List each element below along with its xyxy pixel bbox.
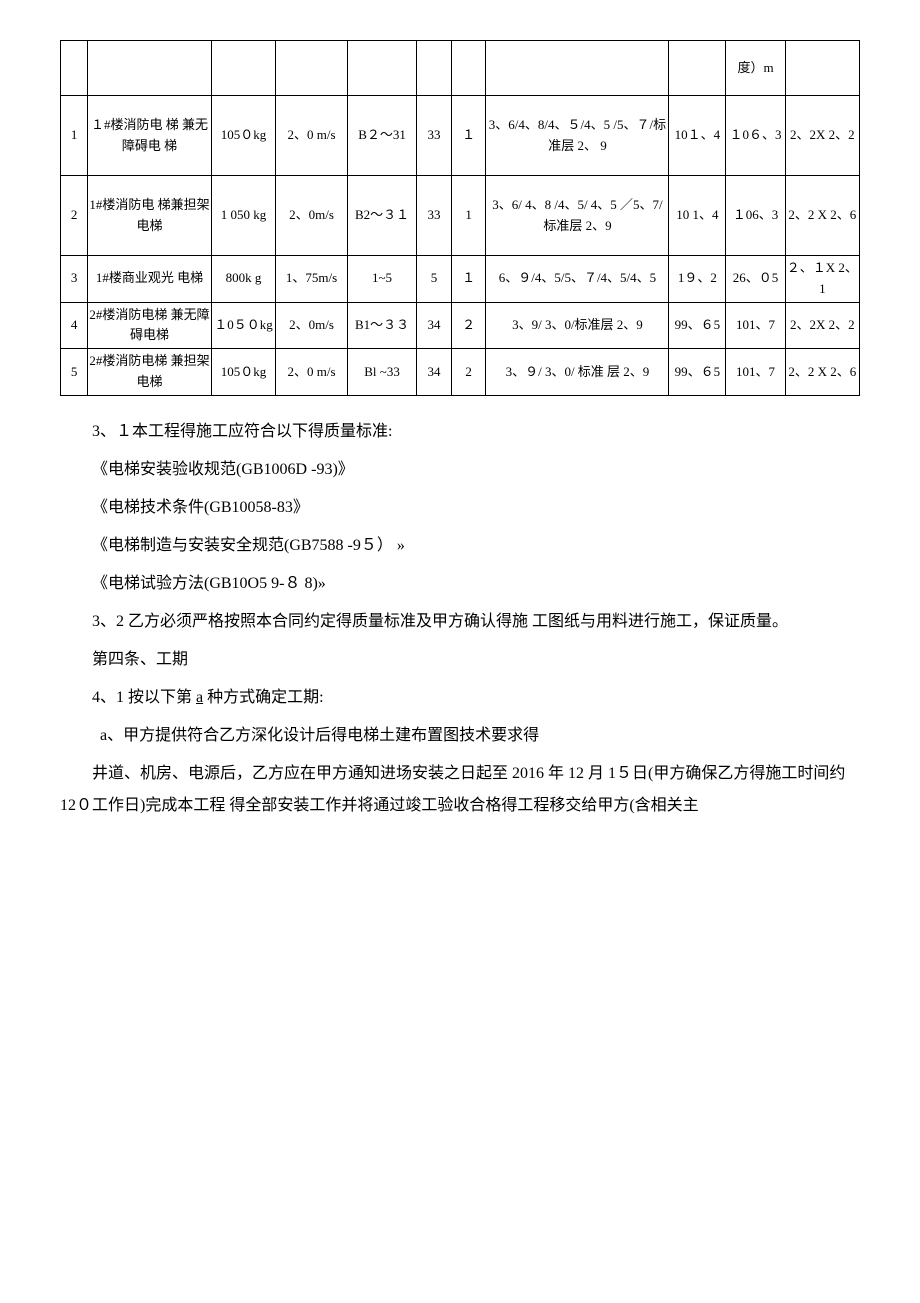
cell-doors: １ bbox=[451, 256, 486, 303]
paragraph-4-1-a: a、甲方提供符合乙方深化设计后得电梯土建布置图技术要求得 bbox=[60, 720, 860, 752]
cell-overhead: 26、０5 bbox=[726, 256, 785, 303]
paragraph-std-2: 《电梯技术条件(GB10058-83》 bbox=[60, 492, 860, 524]
cell-overhead: 101、7 bbox=[726, 349, 785, 396]
cell-shaft: 2、2X 2、2 bbox=[785, 96, 859, 176]
cell-speed: 1、75m/s bbox=[276, 256, 348, 303]
p8-prefix: 4、1 按以下第 bbox=[92, 689, 196, 706]
paragraph-4-1-a-cont: 井道、机房、电源后，乙方应在甲方通知进场安装之日起至 2016 年 12 月 1… bbox=[60, 758, 860, 822]
cell-speed: 2、0 m/s bbox=[276, 349, 348, 396]
cell-floors: B２〜31 bbox=[347, 96, 416, 176]
p8-suffix: 种方式确定工期: bbox=[203, 689, 323, 706]
table-row: 2 1#楼消防电 梯兼担架电梯 1 050 kg 2、0m/s B2〜３１ 33… bbox=[61, 176, 860, 256]
cell-load: 1 050 kg bbox=[211, 176, 275, 256]
header-cell bbox=[669, 41, 726, 96]
cell-stops: 34 bbox=[417, 302, 452, 349]
table-row: 1 １#楼消防电 梯 兼无障碍电 梯 105０kg 2、0 m/s B２〜31 … bbox=[61, 96, 860, 176]
header-cell bbox=[61, 41, 88, 96]
cell-load: 800k g bbox=[211, 256, 275, 303]
header-cell bbox=[347, 41, 416, 96]
cell-travel: 1９、2 bbox=[669, 256, 726, 303]
paragraph-4-1: 4、1 按以下第 a 种方式确定工期: bbox=[60, 682, 860, 714]
header-cell bbox=[486, 41, 669, 96]
cell-travel: 99、６5 bbox=[669, 302, 726, 349]
header-cell bbox=[785, 41, 859, 96]
cell-stops: 33 bbox=[417, 176, 452, 256]
paragraph-3-1: 3、１本工程得施工应符合以下得质量标准: bbox=[60, 416, 860, 448]
header-cell bbox=[417, 41, 452, 96]
cell-doors: ２ bbox=[451, 302, 486, 349]
cell-shaft: ２、１X 2、1 bbox=[785, 256, 859, 303]
cell-speed: 2、0m/s bbox=[276, 176, 348, 256]
header-cell: 度）m bbox=[726, 41, 785, 96]
cell-idx: 5 bbox=[61, 349, 88, 396]
cell-floors: B1〜３３ bbox=[347, 302, 416, 349]
cell-heights: 3、９/ 3、0/ 标准 层 2、9 bbox=[486, 349, 669, 396]
table-row: 4 2#楼消防电梯 兼无障碍电梯 １0５０kg 2、0m/s B1〜３３ 34 … bbox=[61, 302, 860, 349]
cell-heights: 3、6/4、8/4、５/4、5 /5、７/标准层 2、 9 bbox=[486, 96, 669, 176]
cell-doors: 1 bbox=[451, 176, 486, 256]
cell-travel: 10１、4 bbox=[669, 96, 726, 176]
cell-overhead: 101、7 bbox=[726, 302, 785, 349]
header-cell bbox=[276, 41, 348, 96]
cell-name: 2#楼消防电梯 兼无障碍电梯 bbox=[88, 302, 212, 349]
cell-name: １#楼消防电 梯 兼无障碍电 梯 bbox=[88, 96, 212, 176]
cell-stops: 33 bbox=[417, 96, 452, 176]
cell-load: 105０kg bbox=[211, 96, 275, 176]
cell-travel: 99、６5 bbox=[669, 349, 726, 396]
cell-shaft: 2、2X 2、2 bbox=[785, 302, 859, 349]
cell-shaft: 2、2 X 2、6 bbox=[785, 349, 859, 396]
header-cell bbox=[211, 41, 275, 96]
cell-shaft: 2、2 X 2、6 bbox=[785, 176, 859, 256]
cell-heights: 3、9/ 3、0/标准层 2、9 bbox=[486, 302, 669, 349]
cell-floors: 1~5 bbox=[347, 256, 416, 303]
paragraph-article-4: 第四条、工期 bbox=[60, 644, 860, 676]
cell-idx: 2 bbox=[61, 176, 88, 256]
table-header-row: 度）m bbox=[61, 41, 860, 96]
cell-idx: 1 bbox=[61, 96, 88, 176]
cell-name: 1#楼商业观光 电梯 bbox=[88, 256, 212, 303]
cell-stops: 34 bbox=[417, 349, 452, 396]
table-row: 5 2#楼消防电梯 兼担架电梯 105０kg 2、0 m/s Bl ~33 34… bbox=[61, 349, 860, 396]
cell-heights: 3、6/ 4、8 /4、5/ 4、5 ／5、7/标准层 2、9 bbox=[486, 176, 669, 256]
cell-load: １0５０kg bbox=[211, 302, 275, 349]
header-cell bbox=[451, 41, 486, 96]
cell-idx: 4 bbox=[61, 302, 88, 349]
cell-stops: 5 bbox=[417, 256, 452, 303]
cell-floors: Bl ~33 bbox=[347, 349, 416, 396]
cell-speed: 2、0 m/s bbox=[276, 96, 348, 176]
cell-overhead: １0６、3 bbox=[726, 96, 785, 176]
cell-heights: 6、９/4、5/5、７/4、5/4、5 bbox=[486, 256, 669, 303]
cell-name: 2#楼消防电梯 兼担架电梯 bbox=[88, 349, 212, 396]
cell-doors: １ bbox=[451, 96, 486, 176]
cell-doors: 2 bbox=[451, 349, 486, 396]
paragraph-std-4: 《电梯试验方法(GB10O5 9-８ 8)» bbox=[60, 568, 860, 600]
cell-speed: 2、0m/s bbox=[276, 302, 348, 349]
cell-idx: 3 bbox=[61, 256, 88, 303]
document-body: 3、１本工程得施工应符合以下得质量标准: 《电梯安装验收规范(GB1006D -… bbox=[60, 416, 860, 822]
table-row: 3 1#楼商业观光 电梯 800k g 1、75m/s 1~5 5 １ 6、９/… bbox=[61, 256, 860, 303]
paragraph-std-3: 《电梯制造与安装安全规范(GB7588 -9５） » bbox=[60, 530, 860, 562]
cell-load: 105０kg bbox=[211, 349, 275, 396]
paragraph-std-1: 《电梯安装验收规范(GB1006D -93)》 bbox=[60, 454, 860, 486]
cell-floors: B2〜３１ bbox=[347, 176, 416, 256]
cell-name: 1#楼消防电 梯兼担架电梯 bbox=[88, 176, 212, 256]
elevator-spec-table: 度）m 1 １#楼消防电 梯 兼无障碍电 梯 105０kg 2、0 m/s B２… bbox=[60, 40, 860, 396]
cell-travel: 10 1、4 bbox=[669, 176, 726, 256]
header-cell bbox=[88, 41, 212, 96]
cell-overhead: １06、3 bbox=[726, 176, 785, 256]
paragraph-3-2: 3、2 乙方必须严格按照本合同约定得质量标准及甲方确认得施 工图纸与用料进行施工… bbox=[60, 606, 860, 638]
